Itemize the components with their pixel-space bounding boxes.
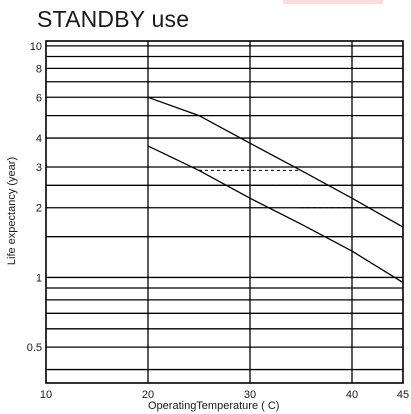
y-tick-label: 4 [36,133,42,145]
series-line-lower [147,145,404,284]
plot-frame [45,40,404,384]
y-tick-label: 1 [36,272,42,284]
y-tick-label: 10 [30,41,42,53]
x-axis-label: OperatingTemperature ( C) [148,400,280,412]
y-tick-label: 3 [36,162,42,174]
x-tick-label: 40 [346,389,358,401]
decorative-tab [283,0,383,4]
chart-title: STANDBY use [37,6,190,32]
y-tick-label: 8 [36,63,42,75]
x-tick-label: 30 [244,389,256,401]
x-tick-label: 45 [397,389,409,401]
y-tick-label: 6 [36,92,42,104]
y-tick-label: 2 [36,203,42,215]
y-tick-label: 0.5 [27,342,42,354]
x-tick-label: 10 [40,389,52,401]
series-line-upper [147,96,404,228]
x-tick-label: 20 [142,389,154,401]
